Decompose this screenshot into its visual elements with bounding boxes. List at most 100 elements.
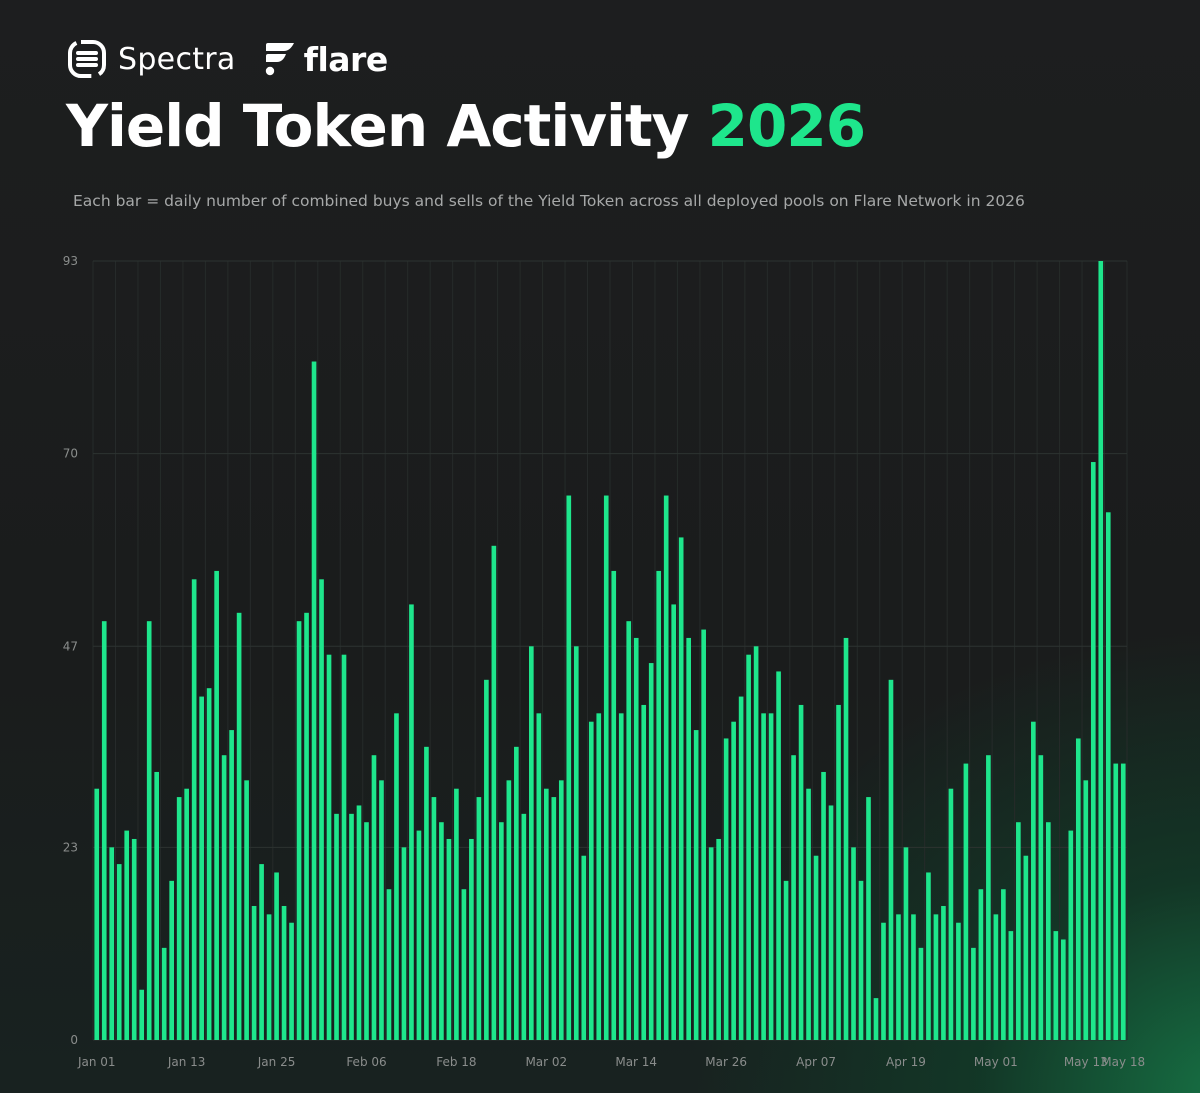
bar <box>776 671 781 1040</box>
bar <box>596 713 602 1040</box>
x-tick-label: Jan 13 <box>167 1055 206 1069</box>
bar <box>1120 763 1126 1040</box>
x-tick-label: Mar 14 <box>615 1055 657 1069</box>
bar <box>671 604 677 1040</box>
bar <box>334 813 339 1040</box>
spectra-logo: Spectra <box>66 39 236 79</box>
bar <box>341 654 347 1040</box>
bar <box>633 637 639 1040</box>
bar <box>529 646 534 1040</box>
bar <box>379 780 384 1040</box>
bar <box>364 822 369 1040</box>
bar <box>738 696 744 1040</box>
bar <box>963 763 969 1040</box>
x-tick-label: May 18 <box>1101 1055 1145 1069</box>
bar <box>169 880 174 1040</box>
bar <box>686 637 691 1040</box>
bar <box>454 788 459 1040</box>
bar <box>678 537 684 1040</box>
bar <box>409 604 414 1040</box>
bar <box>349 813 354 1040</box>
bar <box>439 822 444 1040</box>
bar <box>1083 780 1089 1040</box>
bar <box>903 847 909 1040</box>
bar <box>723 738 729 1040</box>
bar <box>139 989 145 1040</box>
bar <box>813 855 819 1040</box>
bar <box>993 914 999 1040</box>
bar <box>888 679 894 1040</box>
y-tick-label: 47 <box>63 639 78 653</box>
bar <box>326 654 332 1040</box>
bar <box>386 889 392 1040</box>
bar <box>1001 889 1006 1040</box>
bar <box>536 713 542 1040</box>
bar <box>499 822 504 1040</box>
bar <box>401 847 407 1040</box>
bar <box>551 797 557 1040</box>
bar <box>1031 721 1036 1040</box>
bar <box>1075 738 1081 1040</box>
bar <box>746 654 751 1040</box>
bar <box>948 788 954 1040</box>
bar <box>491 545 497 1040</box>
bar <box>1090 462 1096 1041</box>
bar <box>1098 261 1104 1040</box>
bar <box>506 780 512 1040</box>
bar <box>926 872 931 1040</box>
flare-logo: flare <box>262 39 388 79</box>
bar <box>311 361 317 1041</box>
bar <box>1046 822 1051 1040</box>
y-tick-label: 23 <box>63 840 78 854</box>
bar <box>783 880 789 1040</box>
x-tick-label: May 01 <box>974 1055 1018 1069</box>
bar <box>521 813 527 1040</box>
bar <box>716 838 721 1040</box>
bar <box>371 755 377 1040</box>
bar <box>251 905 257 1040</box>
bar <box>1008 931 1014 1040</box>
bar <box>858 880 864 1040</box>
bar <box>266 914 272 1040</box>
bar <box>461 889 467 1040</box>
bar <box>199 696 204 1040</box>
bar <box>319 579 324 1040</box>
x-axis-labels: Jan 01 Jan 13 Jan 25 Feb 06 Feb 18 Mar 02 Mar … <box>77 1055 1145 1069</box>
bar <box>146 621 152 1040</box>
x-tick-label: Mar 26 <box>705 1055 747 1069</box>
bar <box>446 838 452 1040</box>
bar <box>588 721 594 1040</box>
bar <box>469 838 474 1040</box>
bar <box>731 721 736 1040</box>
bar <box>236 612 242 1040</box>
bar <box>941 905 946 1040</box>
bar <box>161 947 167 1040</box>
bar <box>296 621 302 1040</box>
bar <box>566 495 572 1041</box>
bar <box>828 805 834 1040</box>
bar <box>603 495 609 1041</box>
bar <box>641 704 647 1040</box>
bar <box>798 704 804 1040</box>
bar <box>109 847 115 1040</box>
y-tick-label: 70 <box>63 447 78 461</box>
bar <box>221 755 227 1040</box>
bar <box>971 947 976 1040</box>
bar <box>708 847 714 1040</box>
bar <box>214 570 219 1040</box>
bar <box>476 797 482 1040</box>
bar <box>873 998 879 1040</box>
bar <box>289 922 294 1040</box>
bar <box>1038 755 1044 1040</box>
bar <box>176 797 182 1040</box>
bar <box>394 713 399 1040</box>
title-main: Yield Token Activity <box>66 92 689 160</box>
bar <box>573 646 579 1040</box>
bar <box>154 771 160 1040</box>
bar <box>663 495 669 1041</box>
bar <box>514 746 519 1040</box>
bar <box>416 830 422 1040</box>
bar <box>191 579 197 1040</box>
x-tick-label: Apr 19 <box>886 1055 926 1069</box>
